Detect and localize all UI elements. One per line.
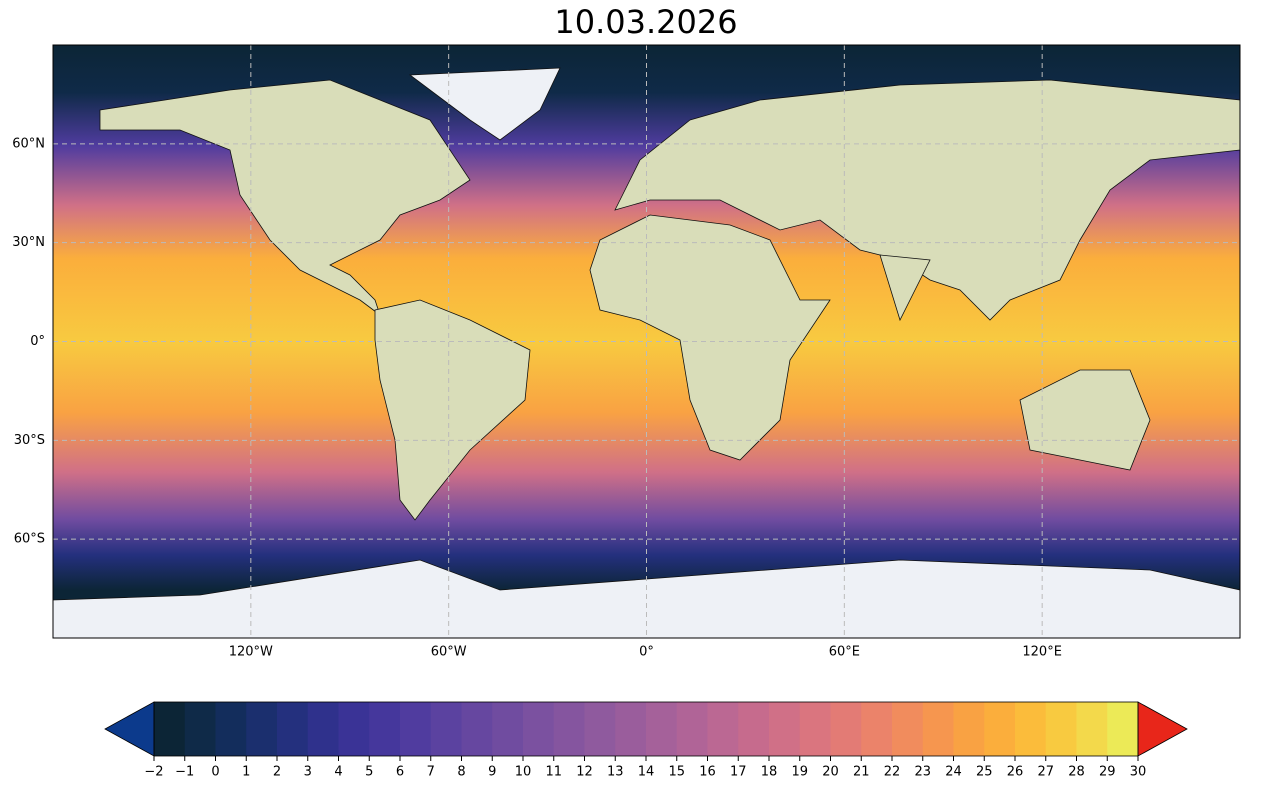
colorbar-segment bbox=[246, 702, 278, 756]
colorbar-tick-label: 1 bbox=[242, 765, 250, 780]
colorbar-tick-label: 9 bbox=[488, 765, 496, 780]
colorbar-tick-label: 12 bbox=[576, 765, 593, 780]
colorbar-tick-label: 30 bbox=[1130, 765, 1147, 780]
x-tick-label: 60°W bbox=[431, 645, 467, 660]
colorbar-segment bbox=[430, 702, 462, 756]
colorbar-segment bbox=[646, 702, 678, 756]
colorbar-segment bbox=[307, 702, 339, 756]
colorbar-segment bbox=[738, 702, 770, 756]
colorbar-segment bbox=[707, 702, 739, 756]
colorbar-segment bbox=[277, 702, 309, 756]
colorbar-tick-label: 0 bbox=[211, 765, 219, 780]
colorbar-segment bbox=[215, 702, 247, 756]
graticule: 120°W 60°W 0° 60°E 120°E 60°N 30°N 0° 30°S 60°S bbox=[12, 45, 1240, 660]
colorbar-tick-label: 2 bbox=[273, 765, 281, 780]
colorbar-segment bbox=[338, 702, 370, 756]
colorbar-tick-label: 23 bbox=[914, 765, 931, 780]
colorbar-segment bbox=[553, 702, 585, 756]
colorbar-extend-high bbox=[1137, 701, 1188, 757]
eurasia bbox=[614, 79, 1241, 321]
colorbar-tick-label: 13 bbox=[607, 765, 624, 780]
colorbar-tick-label: 6 bbox=[396, 765, 404, 780]
colorbar-segment bbox=[922, 702, 954, 756]
north-america bbox=[99, 79, 471, 317]
x-tick-label: 0° bbox=[639, 645, 654, 660]
south-america bbox=[374, 299, 531, 521]
colorbar-tick-label: 27 bbox=[1037, 765, 1054, 780]
colorbar-segment bbox=[492, 702, 524, 756]
greenland bbox=[408, 67, 561, 141]
colorbar-segment bbox=[461, 702, 493, 756]
colorbar-tick-label: 8 bbox=[457, 765, 465, 780]
colorbar-segment bbox=[400, 702, 432, 756]
map-title: 10.03.2026 bbox=[554, 3, 737, 41]
colorbar-tick-label: 16 bbox=[699, 765, 716, 780]
australia bbox=[1019, 369, 1151, 471]
colorbar-segment bbox=[799, 702, 831, 756]
colorbar-tick-label: 7 bbox=[427, 765, 435, 780]
colorbar-tick-label: 5 bbox=[365, 765, 373, 780]
colorbar-tick-label: 11 bbox=[545, 765, 562, 780]
y-tick-label: 60°N bbox=[12, 136, 45, 151]
colorbar-segment bbox=[523, 702, 555, 756]
y-tick-label: 0° bbox=[30, 334, 45, 349]
colorbar-extend-low bbox=[104, 701, 155, 757]
colorbar-segment bbox=[1107, 702, 1139, 756]
colorbar-tick-label: 18 bbox=[761, 765, 778, 780]
colorbar-segment bbox=[984, 702, 1016, 756]
colorbar-segment bbox=[830, 702, 862, 756]
y-tick-label: 30°S bbox=[14, 433, 45, 448]
x-tick-label: 120°W bbox=[229, 645, 273, 660]
colorbar-segment bbox=[769, 702, 801, 756]
colorbar-segment bbox=[676, 702, 708, 756]
colorbar-segment bbox=[1015, 702, 1047, 756]
colorbar-tick-label: 17 bbox=[730, 765, 747, 780]
colorbar-tick-label: 20 bbox=[822, 765, 839, 780]
colorbar: −2 −1 0 1 2 3 4 5 6 7 8 9 10 11 12 13 14 15 16 17 18 19 20 21 22… bbox=[104, 701, 1188, 780]
colorbar-tick-label: −1 bbox=[175, 765, 194, 780]
y-tick-label: 60°S bbox=[14, 532, 45, 547]
colorbar-segment bbox=[892, 702, 924, 756]
colorbar-segment bbox=[184, 702, 216, 756]
colorbar-tick-label: 15 bbox=[668, 765, 685, 780]
map-frame bbox=[52, 44, 1241, 639]
colorbar-segment bbox=[953, 702, 985, 756]
colorbar-tick-label: 26 bbox=[1007, 765, 1024, 780]
colorbar-tick-label: 19 bbox=[791, 765, 808, 780]
colorbar-segment bbox=[1045, 702, 1077, 756]
colorbar-tick-label: 24 bbox=[945, 765, 962, 780]
land bbox=[52, 67, 1241, 639]
colorbar-segment bbox=[1076, 702, 1108, 756]
y-tick-label: 30°N bbox=[12, 235, 45, 250]
colorbar-segment bbox=[154, 702, 186, 756]
colorbar-segment bbox=[369, 702, 401, 756]
colorbar-tick-label: 10 bbox=[515, 765, 532, 780]
colorbar-tick-label: 3 bbox=[304, 765, 312, 780]
colorbar-segment bbox=[861, 702, 893, 756]
colorbar-tick-label: 25 bbox=[976, 765, 993, 780]
colorbar-tick-label: 22 bbox=[884, 765, 901, 780]
colorbar-tick-label: 21 bbox=[853, 765, 870, 780]
colorbar-tick-label: 14 bbox=[638, 765, 655, 780]
colorbar-segment bbox=[584, 702, 616, 756]
colorbar-tick-label: 28 bbox=[1068, 765, 1085, 780]
colorbar-tick-label: −2 bbox=[144, 765, 163, 780]
india bbox=[879, 254, 931, 322]
colorbar-tick-label: 4 bbox=[334, 765, 342, 780]
colorbar-segment bbox=[615, 702, 647, 756]
x-tick-label: 60°E bbox=[829, 645, 860, 660]
colorbar-tick-label: 29 bbox=[1099, 765, 1116, 780]
x-tick-label: 120°E bbox=[1022, 645, 1062, 660]
